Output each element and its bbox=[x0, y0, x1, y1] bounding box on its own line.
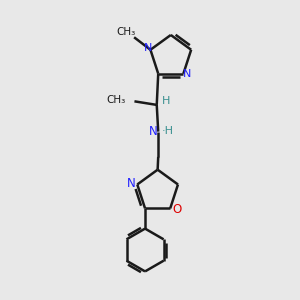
Text: N: N bbox=[144, 43, 152, 53]
Text: H: H bbox=[162, 96, 170, 106]
Text: ·H: ·H bbox=[162, 126, 174, 136]
Text: N: N bbox=[148, 124, 157, 138]
Text: CH₃: CH₃ bbox=[116, 27, 135, 37]
Text: CH₃: CH₃ bbox=[106, 95, 125, 105]
Text: O: O bbox=[172, 203, 182, 216]
Text: N: N bbox=[183, 69, 191, 79]
Text: N: N bbox=[127, 177, 136, 190]
